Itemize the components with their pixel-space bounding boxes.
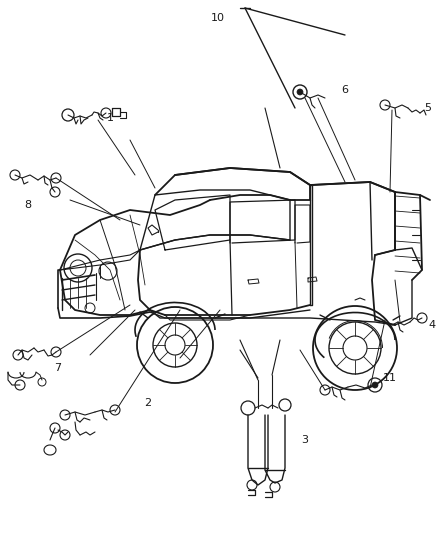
- Text: 2: 2: [145, 398, 152, 408]
- Text: 5: 5: [424, 103, 431, 113]
- Text: 3: 3: [301, 435, 308, 445]
- Text: 7: 7: [54, 363, 62, 373]
- Circle shape: [297, 89, 303, 95]
- Text: 4: 4: [428, 320, 435, 330]
- Text: 10: 10: [211, 13, 225, 23]
- Text: 8: 8: [25, 200, 32, 210]
- Circle shape: [372, 382, 378, 388]
- Text: 11: 11: [383, 373, 397, 383]
- Text: 1: 1: [106, 113, 113, 123]
- Text: 6: 6: [342, 85, 349, 95]
